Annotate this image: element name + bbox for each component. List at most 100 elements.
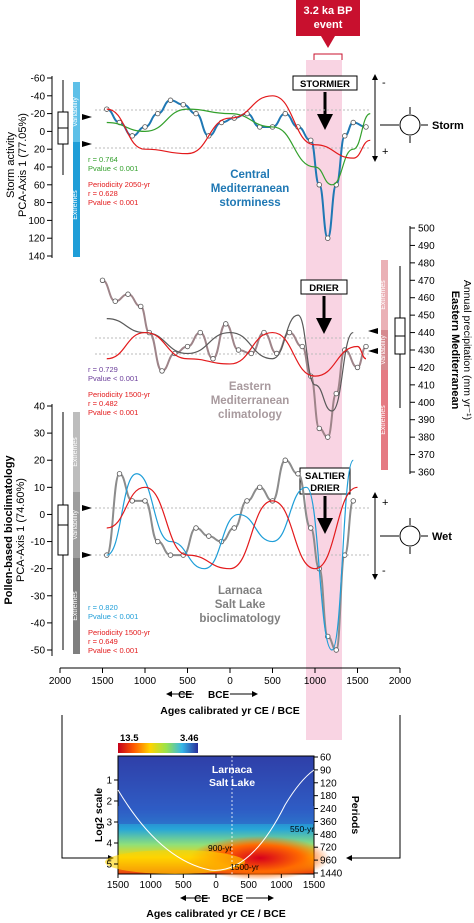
data-point	[350, 498, 356, 504]
bottom-y-tick: -20	[31, 564, 46, 575]
x-axis: 2000 1500 1000 500 0 500 1000 1500 2000 CE BCE A…	[49, 667, 412, 861]
bottom-y-tick: -40	[31, 618, 46, 629]
middle-y-tick: 410	[418, 380, 435, 391]
wavelet-right-tick: 240	[320, 804, 337, 815]
middle-title-1: Eastern	[229, 381, 271, 393]
wavelet-left-tick: 2	[106, 797, 112, 808]
x-tick: 2000	[389, 676, 412, 687]
data-point	[223, 321, 229, 327]
bottom-title-3: bioclimatology	[199, 613, 281, 625]
top-y-tick: -40	[31, 91, 46, 102]
top-y-tick: 100	[28, 216, 45, 227]
x-bce: BCE	[208, 690, 229, 701]
middle-title-2: Mediterranean	[211, 395, 290, 407]
wavelet-xlabel: Ages calibrated yr CE / BCE	[146, 908, 285, 920]
bottom-ylabel-1: Pollen-based bioclimatology	[3, 455, 15, 605]
middle-y-tick: 480	[418, 258, 435, 269]
data-point	[257, 484, 263, 491]
middle-title-3: climatology	[218, 409, 283, 421]
data-point	[142, 124, 148, 130]
wavelet-left-tick: 3	[106, 818, 112, 829]
wavelet-right-tick: 720	[320, 843, 337, 854]
x-tick: 1500	[91, 676, 114, 687]
middle-y-tick: 460	[418, 293, 435, 304]
wavelet-ann-1500: 1500-yr	[230, 862, 259, 872]
middle-y-tick: 440	[418, 328, 435, 339]
middle-series	[99, 277, 369, 440]
bottom-callout-2: DRIER	[310, 483, 340, 494]
data-point	[155, 538, 161, 545]
middle-y-tick: 450	[418, 311, 435, 322]
wavelet-ylabel: Log2 scale	[93, 788, 105, 842]
wavelet-left-tick: 5	[106, 860, 112, 871]
middle-stat-4: Pvalue < 0.001	[88, 408, 138, 417]
bottom-panel: 40 30 20 10 0 -10 -20 -30 -40 -50 Pollen-based bi…	[3, 402, 452, 657]
wavelet-title-2: Salt Lake	[209, 777, 255, 789]
middle-extremes-bottom: Extremes	[380, 405, 387, 435]
wavelet-right-tick: 180	[320, 791, 337, 802]
wavelet-right-tick: 1440	[320, 869, 343, 880]
middle-ylabel-1: Eastern Mediterranean	[449, 291, 461, 410]
top-y-tick: 140	[28, 252, 45, 263]
wavelet-ann-550: 550-yr	[290, 824, 314, 834]
data-point	[167, 97, 174, 103]
wavelet-right-tick: 90	[320, 765, 332, 776]
bottom-series	[104, 457, 358, 653]
middle-y-tick: 430	[418, 346, 435, 357]
series-line-2	[106, 331, 367, 377]
wavelet-x-tick: 0	[213, 880, 219, 891]
data-point	[363, 343, 369, 350]
middle-y-ticks: 500 490 480 470 460 450 440 430 420 410 400 390 380 3…	[410, 224, 435, 479]
top-ylabel-2: PCA-Axis 1 (77.05%)	[17, 113, 29, 217]
data-point	[116, 471, 123, 477]
x-tick: 1000	[134, 676, 157, 687]
bottom-callout-1: SALTIER	[305, 471, 345, 482]
wavelet-x-tick: 1500	[303, 880, 326, 891]
wavelet-title-1: Larnaca	[212, 764, 252, 776]
event-label-2: event	[314, 19, 343, 31]
top-minus: -	[382, 77, 386, 89]
bottom-y-ticks: 40 30 20 10 0 -10 -20 -30 -40 -50	[31, 402, 52, 657]
top-side-label: Storm	[432, 120, 464, 132]
data-point	[193, 110, 199, 117]
data-point	[350, 119, 356, 126]
top-stat-1: Pvalue < 0.001	[88, 164, 138, 173]
wavelet-x-tick: 1000	[270, 880, 293, 891]
middle-y-tick: 500	[418, 224, 435, 235]
middle-variability: Variability	[380, 335, 387, 365]
data-point	[299, 343, 305, 350]
top-stat-3: r = 0.628	[88, 189, 118, 198]
data-point	[155, 110, 161, 117]
bottom-side-label: Wet	[432, 531, 452, 543]
middle-y-tick: 380	[418, 433, 435, 444]
top-ylabel-1: Storm activity	[5, 131, 17, 198]
data-point	[138, 303, 144, 310]
wavelet-panel: 13.5 3.46 Larnaca Salt Lake 550-yr 900-y…	[93, 733, 361, 920]
wavelet-x-tick: 1500	[107, 880, 130, 891]
data-point	[354, 364, 361, 371]
data-point	[129, 133, 135, 139]
wavelet-right-tick: 60	[320, 753, 332, 764]
x-label: Ages calibrated yr CE / BCE	[160, 705, 299, 717]
top-stat-0: r = 0.764	[88, 155, 118, 164]
series-line-1	[106, 108, 371, 186]
bottom-plus: +	[382, 497, 388, 509]
top-y-tick: 20	[34, 145, 46, 156]
top-y-tick: 0	[39, 127, 45, 138]
data-point	[142, 498, 148, 504]
data-point	[295, 471, 301, 477]
middle-y-tick: 400	[418, 398, 435, 409]
wavelet-ann-900: 900-yr	[208, 843, 232, 853]
bottom-y-tick: 0	[39, 510, 45, 521]
middle-y-tick: 490	[418, 241, 435, 252]
bottom-stat-4: Pvalue < 0.001	[88, 646, 138, 655]
top-y-tick: -60	[31, 74, 46, 85]
data-point	[286, 329, 293, 336]
series-line-1	[106, 314, 354, 412]
x-ce: CE	[178, 690, 192, 701]
top-y-tick: 120	[28, 234, 45, 245]
top-extremes: Extremes	[72, 190, 79, 220]
middle-stat-3: r = 0.482	[88, 399, 118, 408]
bottom-stat-1: Pvalue < 0.001	[88, 612, 138, 621]
data-point	[248, 350, 254, 357]
